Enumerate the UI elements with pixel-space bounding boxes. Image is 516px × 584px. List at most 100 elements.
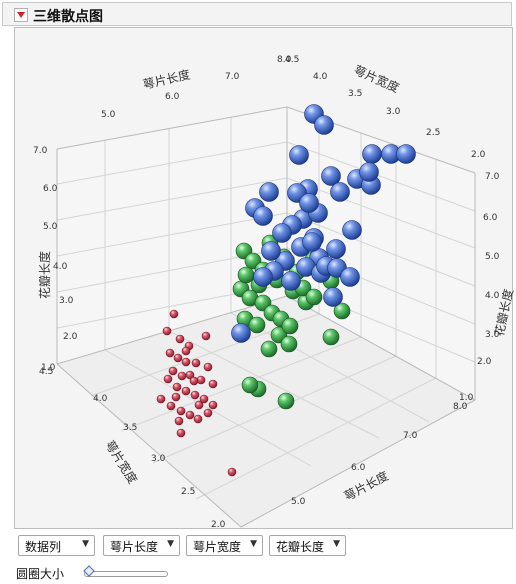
- red-point[interactable]: [172, 382, 182, 392]
- red-point[interactable]: [176, 406, 186, 416]
- chevron-down-icon: ▼: [333, 539, 340, 549]
- red-point[interactable]: [181, 386, 191, 396]
- z-axis-label: 花瓣长度: [276, 540, 325, 554]
- blue-point[interactable]: [259, 182, 279, 202]
- tick-front-sw-4: 2.5: [181, 487, 195, 497]
- green-point[interactable]: [277, 392, 295, 410]
- green-point[interactable]: [260, 340, 278, 358]
- red-point[interactable]: [173, 353, 183, 363]
- floor: [57, 296, 475, 527]
- blue-point[interactable]: [272, 223, 292, 243]
- red-point[interactable]: [193, 414, 203, 424]
- blue-point[interactable]: [330, 182, 350, 202]
- axis-title-left-petal-length: 花瓣长度: [37, 251, 52, 299]
- green-point[interactable]: [280, 335, 298, 353]
- red-point[interactable]: [168, 366, 178, 376]
- bubble-size-slider-thumb[interactable]: [83, 565, 95, 577]
- red-point[interactable]: [185, 370, 195, 380]
- blue-point[interactable]: [362, 144, 382, 164]
- red-point[interactable]: [177, 371, 187, 381]
- blue-point[interactable]: [281, 271, 301, 291]
- y-axis-dropdown[interactable]: 萼片宽度 ▼: [186, 535, 263, 556]
- tick-right-pl-2: 5.0: [485, 252, 500, 262]
- data-column-dropdown[interactable]: 数据列 ▼: [18, 535, 95, 556]
- x-axis-label: 萼片长度: [110, 540, 159, 554]
- red-point[interactable]: [185, 410, 195, 420]
- blue-point[interactable]: [340, 267, 360, 287]
- tick-front-sw-5: 2.0: [211, 520, 226, 530]
- axis-title-top-sepal-length: 萼片长度: [141, 67, 191, 92]
- tick-top-sw-4: 2.5: [426, 128, 440, 138]
- red-point[interactable]: [201, 331, 211, 341]
- red-point[interactable]: [190, 390, 200, 400]
- red-point[interactable]: [175, 334, 185, 344]
- z-axis-dropdown[interactable]: 花瓣长度 ▼: [269, 535, 346, 556]
- red-point[interactable]: [176, 428, 186, 438]
- red-point[interactable]: [181, 357, 191, 367]
- red-point[interactable]: [227, 467, 237, 477]
- green-point[interactable]: [333, 302, 351, 320]
- tick-top-sl-1: 6.0: [165, 92, 180, 102]
- red-point[interactable]: [163, 374, 173, 384]
- disclosure-triangle-icon[interactable]: [14, 8, 28, 22]
- blue-point[interactable]: [321, 166, 341, 186]
- blue-point[interactable]: [231, 323, 251, 343]
- chevron-down-icon: ▼: [250, 539, 257, 549]
- red-point[interactable]: [174, 416, 184, 426]
- red-point[interactable]: [169, 309, 179, 319]
- red-point[interactable]: [203, 362, 213, 372]
- red-point[interactable]: [208, 400, 218, 410]
- tick-right-pl-5: 2.0: [477, 357, 492, 367]
- tick-top-sw-3: 3.0: [386, 107, 401, 117]
- red-point[interactable]: [196, 375, 206, 385]
- red-point[interactable]: [194, 400, 204, 410]
- bubble-size-slider-track[interactable]: [84, 571, 168, 577]
- tick-front-sl-1: 6.0: [351, 463, 366, 473]
- blue-point[interactable]: [253, 267, 273, 287]
- tick-left-pl-2: 5.0: [43, 222, 58, 232]
- tick-front-sw-2: 3.5: [123, 423, 137, 433]
- red-point[interactable]: [171, 392, 181, 402]
- tick-front-sw-0: 4.5: [39, 367, 53, 377]
- tick-front-sl-3: 8.0: [453, 402, 468, 412]
- tick-top-sl-3: 8.0: [277, 55, 292, 65]
- red-point[interactable]: [156, 394, 166, 404]
- red-point[interactable]: [165, 348, 175, 358]
- green-point[interactable]: [281, 317, 299, 335]
- red-point[interactable]: [166, 401, 176, 411]
- green-point[interactable]: [241, 376, 259, 394]
- report-title: 三维散点图: [33, 9, 103, 25]
- scatter-3d-plot[interactable]: 5.0 6.0 7.0 8.0 4.5 4.0 3.5 3.0 2.5 2.0 …: [14, 27, 514, 530]
- red-point[interactable]: [199, 394, 209, 404]
- blue-point[interactable]: [302, 232, 322, 252]
- green-point[interactable]: [237, 266, 255, 284]
- blue-point[interactable]: [253, 206, 273, 226]
- setosa-points: [156, 309, 237, 477]
- blue-point[interactable]: [299, 193, 319, 213]
- blue-point[interactable]: [342, 220, 362, 240]
- tick-right-pl-1: 6.0: [483, 213, 498, 223]
- blue-point[interactable]: [289, 145, 309, 165]
- red-point[interactable]: [203, 408, 213, 418]
- blue-point[interactable]: [261, 241, 281, 261]
- green-point[interactable]: [305, 288, 323, 306]
- tick-right-pl-3: 4.0: [485, 291, 500, 301]
- blue-point[interactable]: [359, 162, 379, 182]
- green-point[interactable]: [248, 316, 266, 334]
- blue-point[interactable]: [314, 115, 334, 135]
- tick-front-sw-3: 3.0: [151, 454, 166, 464]
- blue-point[interactable]: [323, 287, 343, 307]
- x-axis-dropdown[interactable]: 萼片长度 ▼: [103, 535, 180, 556]
- blue-point[interactable]: [396, 144, 416, 164]
- tick-left-pl-3: 4.0: [53, 262, 68, 272]
- red-point[interactable]: [189, 376, 199, 386]
- red-point[interactable]: [191, 358, 201, 368]
- red-point[interactable]: [162, 326, 172, 336]
- green-point[interactable]: [322, 328, 340, 346]
- red-point[interactable]: [181, 346, 191, 356]
- tick-front-sl-2: 7.0: [403, 431, 418, 441]
- tick-top-sw-1: 4.0: [313, 72, 328, 82]
- red-point[interactable]: [208, 379, 218, 389]
- tick-left-pl-5: 2.0: [63, 332, 78, 342]
- blue-point[interactable]: [326, 239, 346, 259]
